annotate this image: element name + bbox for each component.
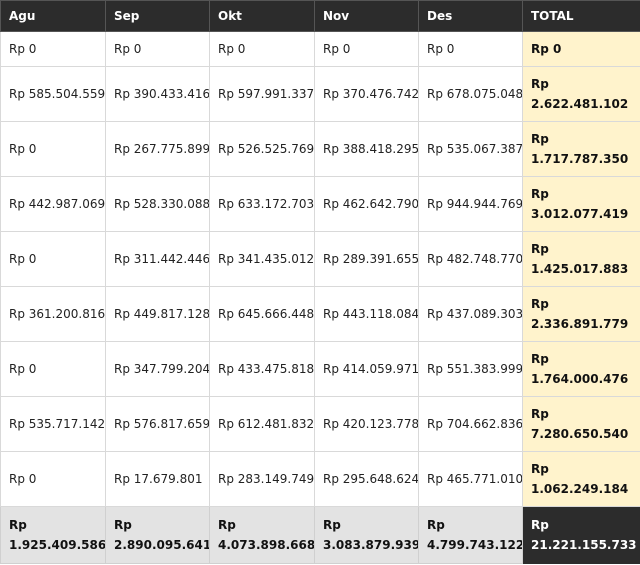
column-header-nov[interactable]: Nov xyxy=(314,0,419,32)
table-cell-nov: Rp 414.059.971 xyxy=(314,341,419,397)
table-cell-total: Rp 1.717.787.350 xyxy=(522,121,640,177)
table-row: Rp 361.200.816 Rp 449.817.128 Rp 645.666… xyxy=(0,286,640,342)
table-row: Rp 0 Rp 0 Rp 0 Rp 0 Rp 0 Rp 0 xyxy=(0,31,640,67)
table-row: Rp 0 Rp 347.799.204 Rp 433.475.818 Rp 41… xyxy=(0,341,640,397)
table-row: Rp 0 Rp 17.679.801 Rp 283.149.749 Rp 295… xyxy=(0,451,640,507)
table-cell-total: Rp 2.336.891.779 xyxy=(522,286,640,342)
table-cell-agu: Rp 0 xyxy=(0,31,106,67)
table-cell-total: Rp 7.280.650.540 xyxy=(522,396,640,452)
footer-total-nov: Rp 3.083.879.939 xyxy=(314,506,419,564)
table-cell-agu: Rp 535.717.142 xyxy=(0,396,106,452)
header-row: Agu Sep Okt Nov Des TOTAL xyxy=(0,0,640,32)
table-cell-total: Rp 1.062.249.184 xyxy=(522,451,640,507)
table-cell-sep: Rp 0 xyxy=(105,31,210,67)
table-cell-nov: Rp 388.418.295 xyxy=(314,121,419,177)
table-cell-nov: Rp 420.123.778 xyxy=(314,396,419,452)
table-cell-agu: Rp 0 xyxy=(0,231,106,287)
table-cell-agu: Rp 361.200.816 xyxy=(0,286,106,342)
table-row: Rp 442.987.069 Rp 528.330.088 Rp 633.172… xyxy=(0,176,640,232)
table-row: Rp 535.717.142 Rp 576.817.659 Rp 612.481… xyxy=(0,396,640,452)
table-cell-des: Rp 535.067.387 xyxy=(418,121,523,177)
table-cell-agu: Rp 585.504.559 xyxy=(0,66,106,122)
grand-total: Rp 21.221.155.733 xyxy=(522,506,640,564)
table-cell-agu: Rp 0 xyxy=(0,341,106,397)
table-cell-des: Rp 704.662.836 xyxy=(418,396,523,452)
table-cell-des: Rp 551.383.999 xyxy=(418,341,523,397)
footer-total-okt: Rp 4.073.898.668 xyxy=(209,506,315,564)
table-cell-des: Rp 944.944.769 xyxy=(418,176,523,232)
table-cell-sep: Rp 347.799.204 xyxy=(105,341,210,397)
table-cell-nov: Rp 462.642.790 xyxy=(314,176,419,232)
table-cell-sep: Rp 311.442.446 xyxy=(105,231,210,287)
table-cell-des: Rp 0 xyxy=(418,31,523,67)
table-body: Rp 0 Rp 0 Rp 0 Rp 0 Rp 0 Rp 0 Rp 585.504… xyxy=(0,31,640,507)
table-cell-des: Rp 465.771.010 xyxy=(418,451,523,507)
column-header-total[interactable]: TOTAL xyxy=(522,0,640,32)
footer-total-sep: Rp 2.890.095.641 xyxy=(105,506,210,564)
table-cell-okt: Rp 341.435.012 xyxy=(209,231,315,287)
footer-total-des: Rp 4.799.743.122 xyxy=(418,506,523,564)
table-cell-okt: Rp 433.475.818 xyxy=(209,341,315,397)
table-cell-total: Rp 1.425.017.883 xyxy=(522,231,640,287)
table-cell-des: Rp 437.089.303 xyxy=(418,286,523,342)
table-cell-agu: Rp 442.987.069 xyxy=(0,176,106,232)
table-cell-sep: Rp 576.817.659 xyxy=(105,396,210,452)
column-header-sep[interactable]: Sep xyxy=(105,0,210,32)
table-cell-okt: Rp 0 xyxy=(209,31,315,67)
table-cell-sep: Rp 528.330.088 xyxy=(105,176,210,232)
totals-row: Rp 1.925.409.586 Rp 2.890.095.641 Rp 4.0… xyxy=(0,506,640,564)
table-cell-okt: Rp 633.172.703 xyxy=(209,176,315,232)
table-cell-okt: Rp 283.149.749 xyxy=(209,451,315,507)
table-row: Rp 585.504.559 Rp 390.433.416 Rp 597.991… xyxy=(0,66,640,122)
table-cell-nov: Rp 295.648.624 xyxy=(314,451,419,507)
table-cell-total: Rp 0 xyxy=(522,31,640,67)
footer-total-agu: Rp 1.925.409.586 xyxy=(0,506,106,564)
table-cell-okt: Rp 612.481.832 xyxy=(209,396,315,452)
table-cell-des: Rp 678.075.048 xyxy=(418,66,523,122)
table-cell-sep: Rp 267.775.899 xyxy=(105,121,210,177)
table-cell-nov: Rp 0 xyxy=(314,31,419,67)
table-cell-des: Rp 482.748.770 xyxy=(418,231,523,287)
table-cell-okt: Rp 526.525.769 xyxy=(209,121,315,177)
table-cell-total: Rp 2.622.481.102 xyxy=(522,66,640,122)
table-cell-agu: Rp 0 xyxy=(0,121,106,177)
column-header-okt[interactable]: Okt xyxy=(209,0,315,32)
table-cell-nov: Rp 443.118.084 xyxy=(314,286,419,342)
table-cell-nov: Rp 370.476.742 xyxy=(314,66,419,122)
table-row: Rp 0 Rp 267.775.899 Rp 526.525.769 Rp 38… xyxy=(0,121,640,177)
table-cell-sep: Rp 449.817.128 xyxy=(105,286,210,342)
table-cell-sep: Rp 17.679.801 xyxy=(105,451,210,507)
column-header-des[interactable]: Des xyxy=(418,0,523,32)
table-cell-sep: Rp 390.433.416 xyxy=(105,66,210,122)
table-cell-total: Rp 3.012.077.419 xyxy=(522,176,640,232)
table-cell-okt: Rp 645.666.448 xyxy=(209,286,315,342)
table-header: Agu Sep Okt Nov Des TOTAL xyxy=(0,0,640,32)
table-cell-agu: Rp 0 xyxy=(0,451,106,507)
table-cell-okt: Rp 597.991.337 xyxy=(209,66,315,122)
table-cell-nov: Rp 289.391.655 xyxy=(314,231,419,287)
table-footer: Rp 1.925.409.586 Rp 2.890.095.641 Rp 4.0… xyxy=(0,506,640,564)
table-row: Rp 0 Rp 311.442.446 Rp 341.435.012 Rp 28… xyxy=(0,231,640,287)
table-cell-total: Rp 1.764.000.476 xyxy=(522,341,640,397)
column-header-agu[interactable]: Agu xyxy=(0,0,106,32)
